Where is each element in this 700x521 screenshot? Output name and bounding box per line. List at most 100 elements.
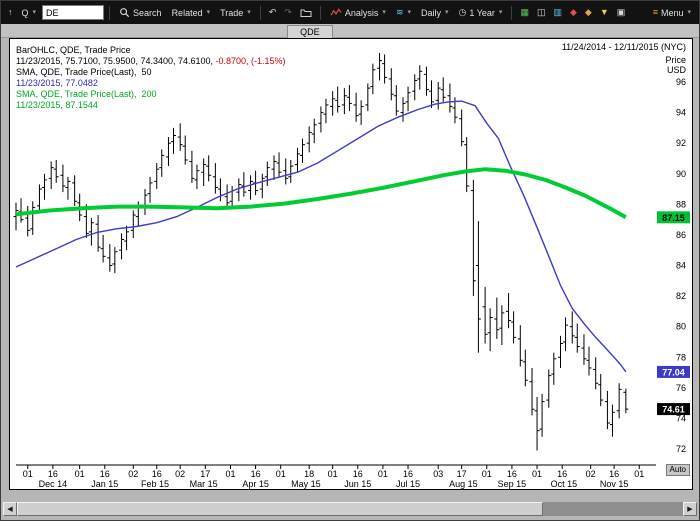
axis-title-price: Price [665,55,686,65]
scroll-right-button[interactable]: ▶ [683,502,697,516]
x-tick-label: 18 [304,469,314,479]
titlebar: ↑ Q▾ Search Related▾ Trade▾ ↶ ↷ Analysis… [1,1,699,24]
price-badge [657,403,690,416]
x-tick-label: 03 [433,469,443,479]
tab-qde[interactable]: QDE [287,25,333,38]
bar-style-button[interactable]: ▥ [550,4,565,21]
y-tick-label: 94 [676,108,686,118]
chevron-down-icon: ▾ [247,9,251,16]
x-tick-label: 01 [276,469,286,479]
legend-line: 11/23/2015, 77.0482 [16,78,98,88]
x-tick-label: 16 [353,469,363,479]
waves-icon: ≋ [395,7,404,17]
search-button[interactable]: Search [115,4,166,21]
chart-legend: BarOHLC, QDE, Trade Price 11/23/2015, 75.… [16,45,286,111]
menu-button[interactable]: ≡ Menu ▾ [649,4,695,21]
x-tick-label: 16 [48,469,58,479]
y-tick-label: 92 [676,138,686,148]
grid-chart-button[interactable]: ▦ [517,4,532,21]
annotations-dropdown[interactable]: ≋ ▾ [392,4,415,21]
triangle-right-icon: ▶ [687,505,693,513]
y-tick-label: 96 [676,77,686,87]
x-tick-label: 02 [128,469,138,479]
related-label: Related [171,7,203,18]
x-tick-label: 17 [457,469,467,479]
x-month-label: Jun 15 [344,479,371,489]
trade-dropdown[interactable]: Trade ▾ [216,4,255,21]
y-tick-label: 86 [676,230,686,240]
y-tick-label: 76 [676,383,686,393]
chevron-down-icon: ▾ [407,9,411,16]
related-dropdown[interactable]: Related ▾ [168,4,215,21]
legend-line: 11/23/2015, 87.1544 [16,100,98,110]
news-button[interactable]: ◆ [567,4,580,21]
x-month-label: Mar 15 [190,479,218,489]
sma-200-line [15,167,627,220]
scroll-up-button[interactable]: ↑ [5,4,16,21]
undo-icon: ↶ [268,7,277,17]
open-chart-button[interactable] [297,4,315,21]
candlestick-icon: ◫ [536,7,546,17]
x-tick-label: 16 [403,469,413,479]
quote-type-dropdown[interactable]: Q ▾ [18,4,41,21]
y-tick-label: 90 [676,169,686,179]
axis-title-usd: USD [666,65,686,75]
sma-50-line [15,100,627,373]
y-tick-label: 72 [676,444,686,454]
grid-icon: ▦ [520,7,529,17]
x-month-label: Aug 15 [449,479,478,489]
analysis-label: Analysis [344,7,379,18]
ohlc-bars [13,52,629,451]
undo-button[interactable]: ↶ [266,4,280,21]
candlestick-style-button[interactable]: ◫ [534,4,549,21]
hamburger-icon: ≡ [652,7,658,17]
y-tick-label: 84 [676,261,686,271]
x-tick-label: 16 [100,469,110,479]
x-month-label: Feb 15 [141,479,169,489]
horizontal-scrollbar: ◀ ▶ [3,502,697,516]
event-diamond-icon: ◆ [584,7,592,17]
quote-type-label: Q [21,7,29,18]
x-tick-label: 16 [507,469,517,479]
trade-label: Trade [220,7,244,18]
layers-button[interactable]: ▣ [614,4,629,21]
scrollbar-track[interactable] [17,502,683,516]
analysis-dropdown[interactable]: Analysis ▾ [326,4,390,21]
x-tick-label: 01 [75,469,85,479]
legend-line: 11/23/2015, 75.7100, 75.9500, 74.3400, 7… [16,56,286,66]
price-badge-value: 74.61 [662,405,685,415]
x-month-label: Jan 15 [91,479,118,489]
redo-button[interactable]: ↷ [281,4,295,21]
x-tick-label: 02 [586,469,596,479]
price-chart-svg[interactable]: 01 16 01 16 02 16 02 17 01 16 01 18 01 16 01 16 03 17 01 16… [10,39,692,489]
x-tick-label: 17 [200,469,210,479]
clock-icon: ◷ [458,7,467,17]
events-button[interactable]: ◆ [582,4,595,21]
legend-line: SMA, QDE, Trade Price(Last), 50 [16,67,152,77]
price-badge [657,211,690,224]
x-month-label: Apr 15 [242,479,269,489]
auto-scale-button[interactable]: Auto [665,464,690,476]
scroll-left-button[interactable]: ◀ [3,502,17,516]
x-month-label: Jul 15 [396,479,420,489]
symbol-input[interactable] [42,5,105,20]
toolbar-separator [511,5,513,20]
x-month-label: May 15 [291,479,321,489]
y-tick-label: 78 [676,352,686,362]
filter-button[interactable]: ▼ [597,4,612,21]
y-tick-label: 74 [676,413,686,423]
scrollbar-thumb[interactable] [17,502,544,516]
x-tick-label: 01 [225,469,235,479]
x-tick-label: 01 [328,469,338,479]
layers-icon: ▣ [616,7,626,17]
x-month-label: Dec 14 [39,479,68,489]
x-tick-label: 01 [378,469,388,479]
legend-line: SMA, QDE, Trade Price(Last), 200 [16,89,157,99]
x-tick-label: 16 [609,469,619,479]
toolbar-separator [319,5,321,20]
chart-area: 01 16 01 16 02 16 02 17 01 16 01 18 01 16 01 16 03 17 01 16… [9,38,693,490]
periodicity-dropdown[interactable]: Daily ▾ [417,4,453,21]
range-label: 1 Year [469,7,495,18]
date-range-dropdown[interactable]: ◷ 1 Year ▾ [455,4,507,21]
